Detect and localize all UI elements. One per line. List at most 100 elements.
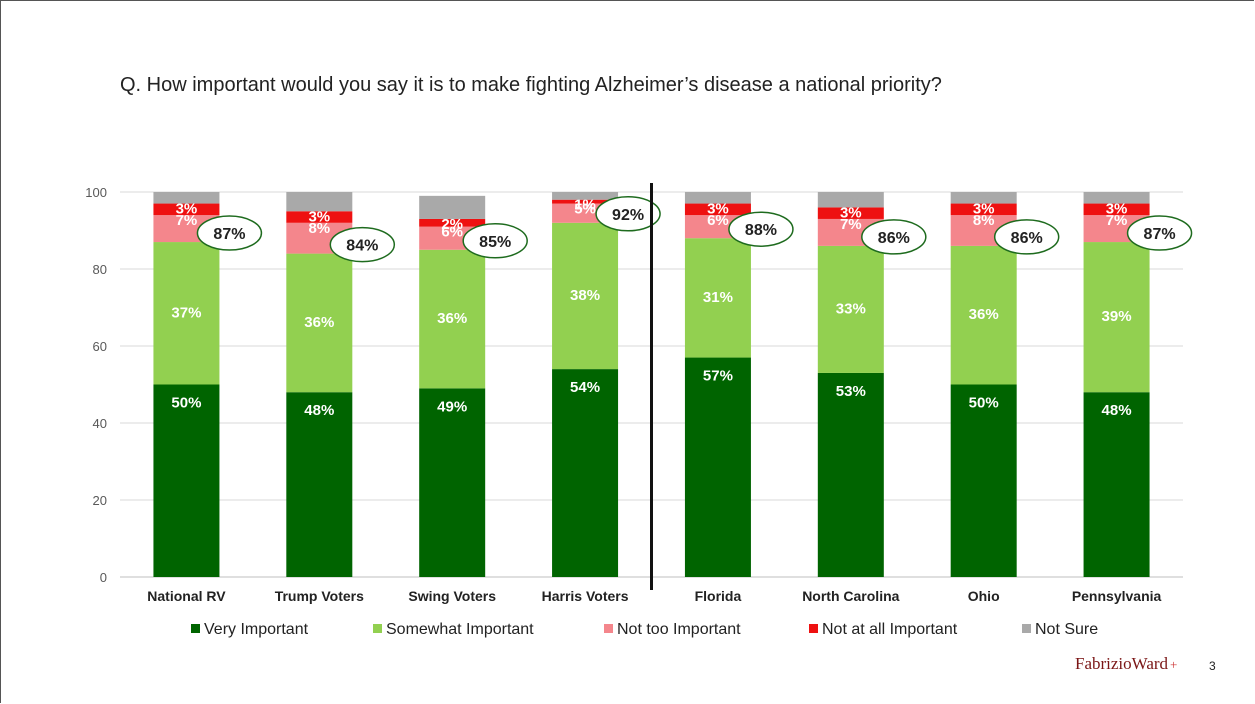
total-label: 88%: [745, 222, 777, 239]
legend-label-not-sure: Not Sure: [1035, 621, 1098, 638]
legend-label-somewhat-important: Somewhat Important: [386, 621, 534, 638]
data-label-not-too-important: 8%: [973, 212, 995, 229]
bar-segment-not-at-all-important: [1083, 203, 1150, 216]
total-bubble: [595, 196, 661, 232]
bar-segment-very-important: [286, 392, 353, 577]
bar-segment-somewhat-important: [817, 245, 884, 373]
data-label-very-important: 50%: [171, 395, 201, 412]
bar-segment-not-at-all-important: [552, 199, 619, 204]
total-label: 84%: [346, 238, 378, 255]
total-bubble: [728, 211, 794, 247]
slide-title: Q. How important would you say it is to …: [120, 74, 942, 96]
x-tick-label: Pennsylvania: [1072, 588, 1162, 604]
bar-segment-somewhat-important: [684, 238, 751, 358]
y-tick-label: 40: [93, 416, 107, 431]
bar-segment-not-sure: [552, 192, 619, 200]
bar-segment-not-sure: [153, 192, 220, 204]
bar-segment-very-important: [1083, 392, 1150, 577]
bar-segment-very-important: [817, 372, 884, 577]
data-label-not-at-all-important: 2%: [441, 216, 463, 233]
bar-segment-somewhat-important: [1083, 242, 1150, 393]
data-label-not-too-important: 6%: [707, 212, 729, 229]
bar-segment-not-at-all-important: [286, 211, 353, 223]
bar-segment-not-sure: [684, 192, 751, 204]
bar-segment-not-at-all-important: [817, 207, 884, 219]
data-label-somewhat-important: 36%: [969, 306, 999, 323]
legend-label-not-too-important: Not too Important: [617, 621, 741, 638]
x-tick-label: North Carolina: [802, 588, 899, 604]
data-label-very-important: 50%: [969, 395, 999, 412]
bar-segment-not-at-all-important: [684, 203, 751, 216]
data-label-very-important: 49%: [437, 398, 467, 415]
bar-segment-somewhat-important: [950, 245, 1017, 385]
bar-segment-not-at-all-important: [153, 203, 220, 216]
bar-segment-somewhat-important: [552, 222, 619, 370]
bar-segment-very-important: [552, 369, 619, 577]
y-tick-label: 100: [85, 185, 107, 200]
legend-swatch-not-sure: [1022, 624, 1031, 633]
y-tick-label: 0: [100, 570, 107, 585]
x-tick-label: Swing Voters: [408, 588, 496, 604]
data-label-somewhat-important: 36%: [437, 310, 467, 327]
data-label-not-too-important: 8%: [308, 220, 330, 237]
y-tick-label: 80: [93, 262, 107, 277]
x-tick-label: Ohio: [968, 588, 1000, 604]
legend-label-very-important: Very Important: [204, 621, 309, 638]
bar-segment-somewhat-important: [286, 253, 353, 393]
legend-swatch-very-important: [191, 624, 200, 633]
data-label-somewhat-important: 39%: [1102, 308, 1132, 325]
bar-segment-somewhat-important: [153, 242, 220, 385]
data-label-very-important: 48%: [1102, 402, 1132, 419]
legend-swatch-not-at-all-important: [809, 624, 818, 633]
data-label-very-important: 54%: [570, 379, 600, 396]
bar-segment-not-sure: [1083, 192, 1150, 204]
data-label-somewhat-important: 36%: [304, 314, 334, 331]
data-label-not-at-all-important: 3%: [176, 201, 198, 218]
data-label-somewhat-important: 37%: [171, 304, 201, 321]
total-label: 87%: [213, 226, 245, 243]
y-tick-label: 20: [93, 493, 107, 508]
total-label: 85%: [479, 234, 511, 251]
data-label-not-too-important: 5%: [574, 201, 596, 218]
total-label: 86%: [1011, 230, 1043, 247]
legend-label-not-at-all-important: Not at all Important: [822, 621, 958, 638]
bar-segment-very-important: [950, 384, 1017, 577]
total-label: 92%: [612, 207, 644, 224]
bar-segment-not-sure: [286, 192, 353, 212]
data-label-not-at-all-important: 3%: [973, 201, 995, 218]
data-label-not-too-important: 6%: [441, 224, 463, 241]
bar-segment-not-sure: [419, 195, 486, 219]
data-label-somewhat-important: 33%: [836, 300, 866, 317]
data-label-not-at-all-important: 1%: [574, 197, 596, 214]
data-label-not-at-all-important: 3%: [308, 208, 330, 225]
legend-swatch-somewhat-important: [373, 624, 382, 633]
total-bubble: [329, 226, 396, 263]
data-label-not-at-all-important: 3%: [1106, 201, 1128, 218]
bar-segment-somewhat-important: [419, 249, 486, 389]
data-label-somewhat-important: 38%: [570, 287, 600, 304]
bar-segment-not-sure: [950, 192, 1017, 204]
data-label-not-too-important: 7%: [176, 212, 198, 229]
total-bubble: [861, 219, 927, 255]
logo-text: FabrizioWard: [1075, 654, 1169, 673]
logo-plus-mark: +: [1170, 657, 1178, 672]
data-label-somewhat-important: 31%: [703, 289, 733, 306]
total-bubble: [462, 223, 528, 259]
page-number: 3: [1209, 659, 1216, 673]
data-label-very-important: 48%: [304, 402, 334, 419]
data-label-not-at-all-important: 3%: [707, 201, 729, 218]
bar-segment-very-important: [684, 357, 751, 577]
total-label: 87%: [1144, 226, 1176, 243]
bar-segment-very-important: [153, 384, 220, 577]
data-label-not-too-important: 7%: [1106, 212, 1128, 229]
x-tick-label: National RV: [147, 588, 226, 604]
total-label: 86%: [878, 230, 910, 247]
legend-swatch-not-too-important: [604, 624, 613, 633]
total-bubble: [196, 215, 263, 251]
bar-segment-not-sure: [817, 192, 884, 208]
fabrizioward-logo: FabrizioWard +: [1075, 654, 1177, 674]
bar-segment-not-at-all-important: [950, 203, 1017, 216]
bar-segment-very-important: [419, 388, 486, 577]
